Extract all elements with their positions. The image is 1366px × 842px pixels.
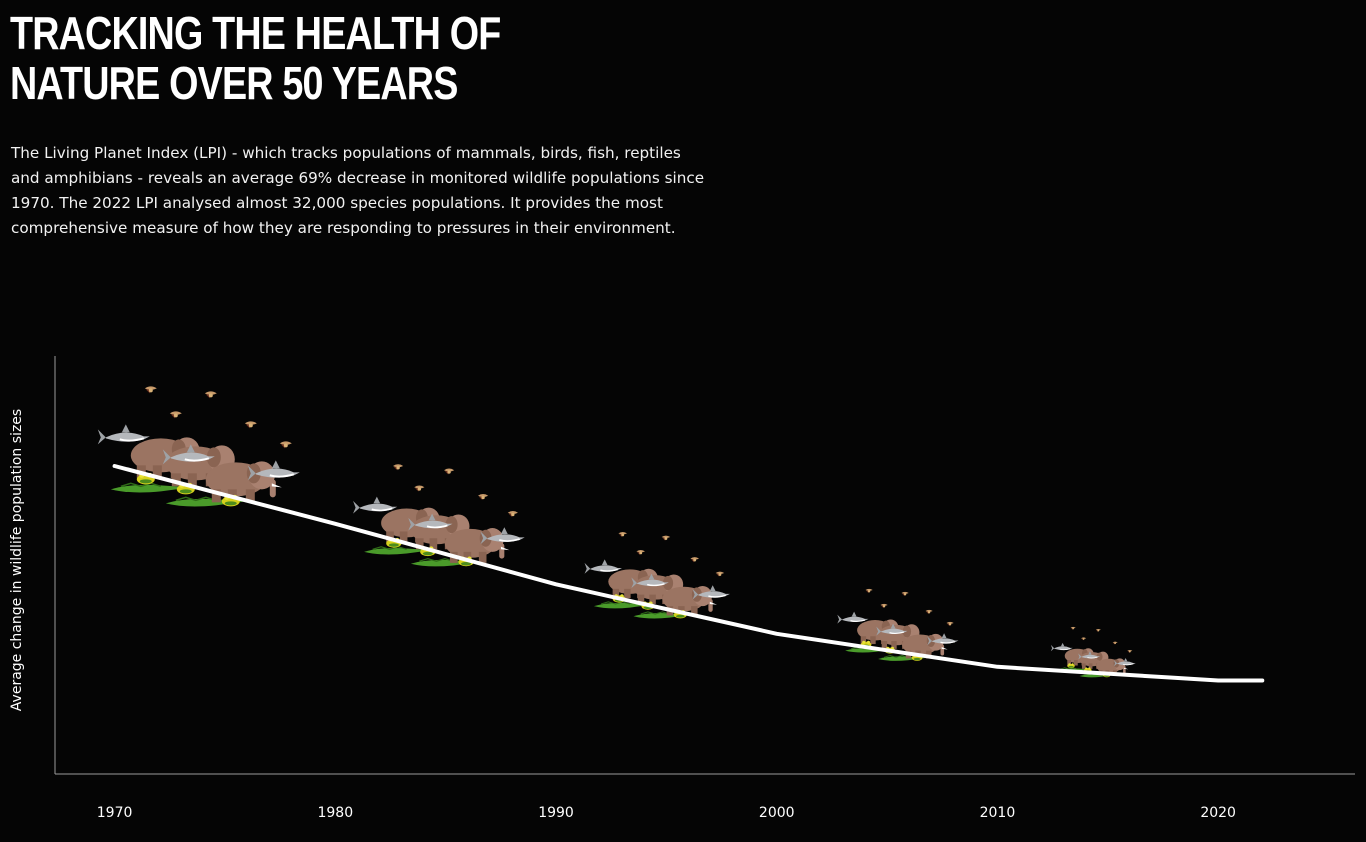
bird-icon <box>144 386 157 394</box>
lpi-data-point-1990 <box>554 582 558 586</box>
bird-icon <box>443 468 455 475</box>
bird-icon <box>618 531 628 538</box>
elephant-icon <box>205 461 282 503</box>
x-tick-label-2000: 2000 <box>759 805 795 821</box>
shark-icon <box>352 495 399 515</box>
bird-icon <box>1070 626 1076 630</box>
lpi-data-point-2022 <box>1260 679 1264 682</box>
bird-icon <box>925 609 933 615</box>
bird-icon <box>279 441 292 449</box>
x-tick-label-2020: 2020 <box>1200 805 1236 821</box>
lpi-data-point-1980 <box>333 522 337 526</box>
bird-icon <box>690 557 700 563</box>
lpi-data-point-2010 <box>995 665 999 669</box>
shark-icon <box>96 423 151 446</box>
bird-icon <box>1081 637 1087 641</box>
page-description: The Living Planet Index (LPI) - which tr… <box>11 144 705 237</box>
x-tick-label-2010: 2010 <box>980 805 1016 821</box>
bird-icon <box>169 411 182 419</box>
bird-icon <box>865 588 873 594</box>
bird-icon <box>946 621 954 627</box>
lpi-data-point-2000 <box>775 632 779 636</box>
lpi-data-point-2020 <box>1216 679 1220 682</box>
shark-icon <box>1050 642 1074 652</box>
bird-icon <box>1112 641 1118 645</box>
bird-icon <box>414 485 425 492</box>
x-tick-label-1980: 1980 <box>317 805 353 821</box>
bird-icon <box>661 535 671 541</box>
bird-icon <box>636 549 646 556</box>
x-tick-label-1970: 1970 <box>97 805 133 821</box>
bird-icon <box>507 511 518 517</box>
lpi-data-point-1970 <box>113 464 117 468</box>
bird-icon <box>244 421 257 429</box>
bird-icon <box>204 391 217 399</box>
frog-icon <box>1067 663 1075 669</box>
bird-icon <box>1127 649 1133 653</box>
page-title: TRACKING THE HEALTH OF NATURE OVER 50 YE… <box>10 7 501 109</box>
bird-icon <box>392 464 404 471</box>
bird-icon <box>1095 628 1101 632</box>
bird-icon <box>901 591 909 597</box>
lpi-data-point-2018 <box>1172 676 1176 680</box>
bird-icon <box>477 494 489 500</box>
shark-icon <box>583 558 623 575</box>
lpi-series-line <box>112 464 1265 683</box>
bird-icon <box>880 603 888 609</box>
bird-icon <box>715 571 725 577</box>
shark-icon <box>836 611 870 625</box>
x-tick-label-1990: 1990 <box>538 805 574 821</box>
